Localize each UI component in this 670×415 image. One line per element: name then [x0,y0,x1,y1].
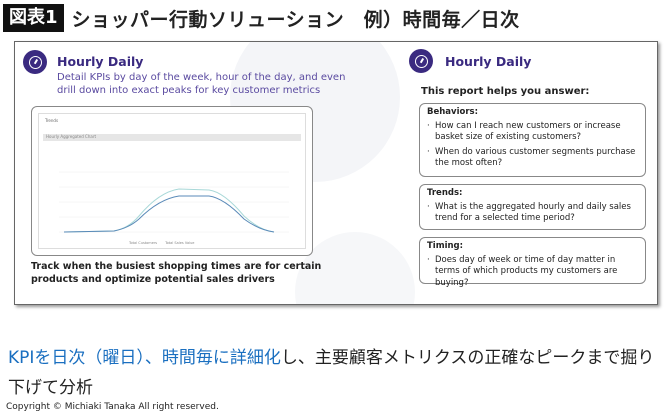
trends-box: Trends: What is the aggregated hourly an… [419,184,646,230]
legend-item: Total Sales Value [165,241,195,245]
figure-badge: 図表1 [3,4,64,32]
legend-item: Total Customers [129,241,158,245]
figure-header: 図表1 ショッパー行動ソリューション 例）時間毎／日次 [3,4,520,32]
chart-legend: Total Customers Total Sales Value [129,241,194,245]
screenshot-dropdown: Hourly Aggregated Chart [43,134,301,141]
report-screenshot: Trends Hourly Aggregated Chart Total Cus… [31,106,313,256]
behaviors-box: Behaviors: How can I reach new customers… [419,103,646,177]
caption-highlight: KPIを日次（曜日）、時間毎に詳細化 [8,348,281,368]
list-item: When do various customer segments purcha… [427,147,638,170]
series-line-customers [63,195,275,233]
section-heading: Timing: [427,241,464,251]
caption-text: し、主要顧客メトリクスの正確なピークまで掘り下げて分析 [8,348,655,398]
screenshot-panel-title: Trends [45,118,59,123]
left-description: Detail KPIs by day of the week, hour of … [57,72,346,96]
clock-icon [409,49,433,73]
section-heading: Trends: [427,188,463,198]
copyright: Copyright © Michiaki Tanaka All right re… [6,402,219,412]
list-item: Does day of week or time of day matter i… [427,255,638,290]
section-heading: Behaviors: [427,107,478,117]
series-line-sales [63,188,275,233]
list-item: How can I reach new customers or increas… [427,121,638,144]
timing-box: Timing: Does day of week or time of day … [419,237,646,288]
list-item: What is the aggregated hourly and daily … [427,202,638,225]
figure-title: ショッパー行動ソリューション 例）時間毎／日次 [71,8,520,31]
slide-frame: Hourly Daily Detail KPIs by day of the w… [14,41,658,305]
clock-icon [23,50,47,74]
caption: KPIを日次（曜日）、時間毎に詳細化し、主要顧客メトリクスの正確なピークまで掘り… [8,343,668,403]
right-title: Hourly Daily [445,54,532,69]
track-text: Track when the busiest shopping times ar… [31,261,322,285]
trend-chart [59,171,289,233]
helps-heading: This report helps you answer: [421,86,590,97]
left-title: Hourly Daily [57,54,144,69]
